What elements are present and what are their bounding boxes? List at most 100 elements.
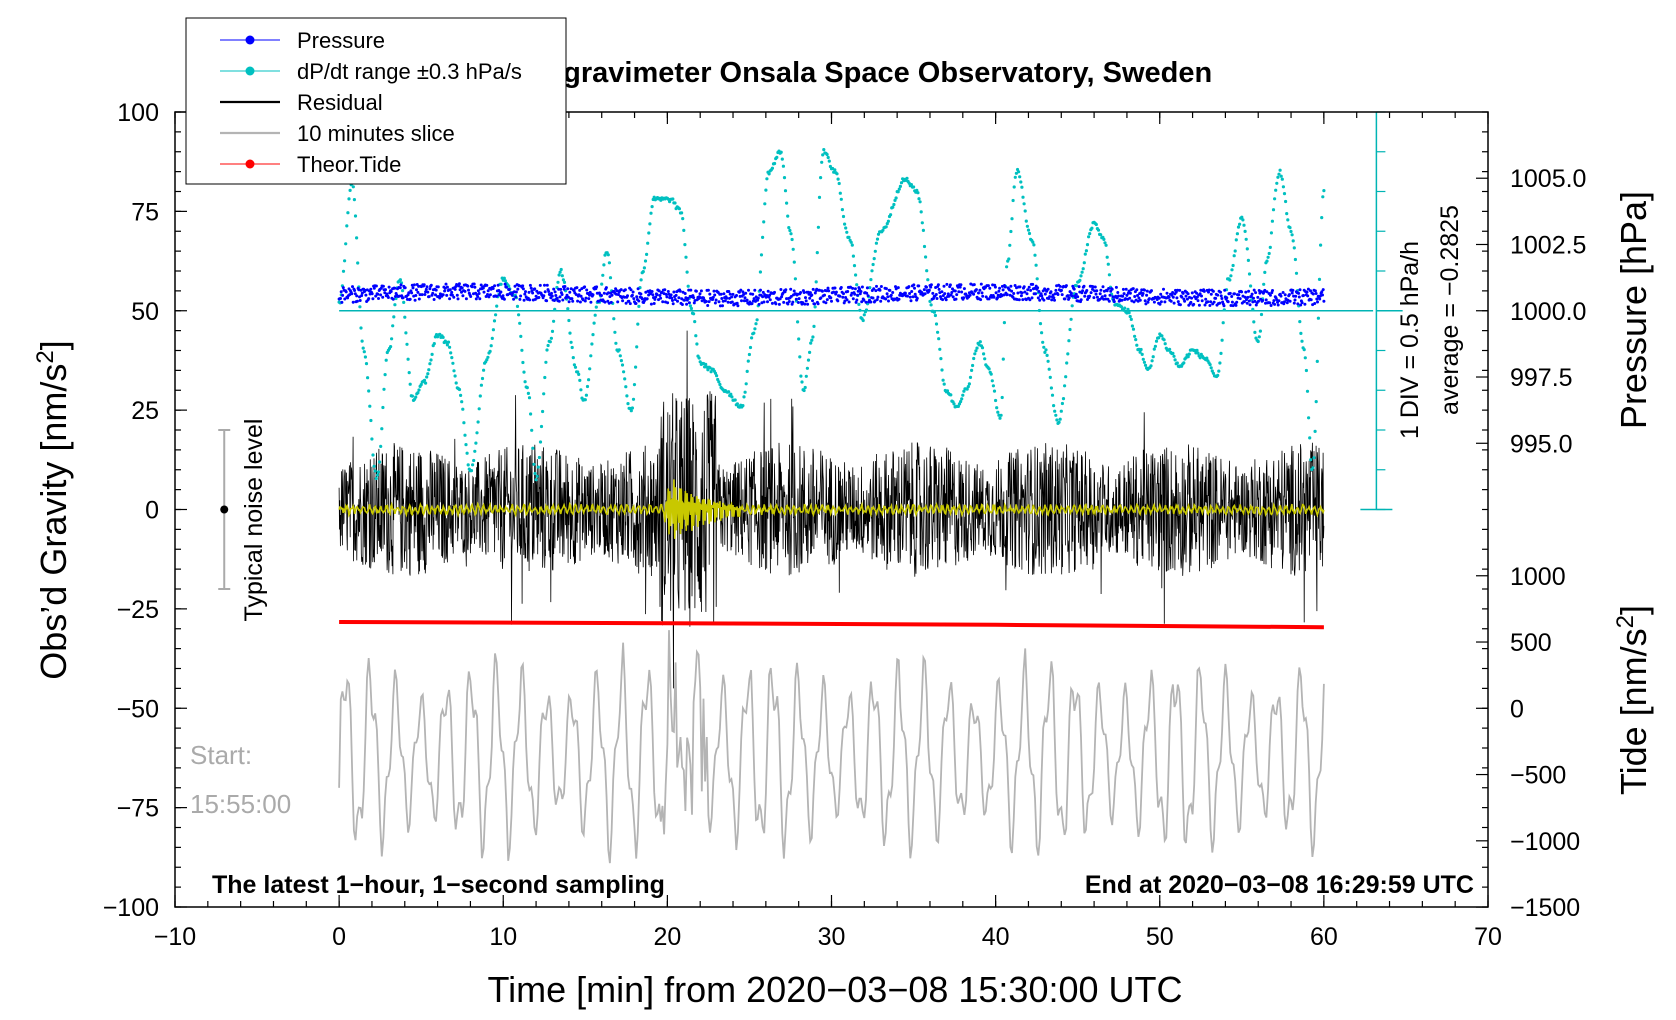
legend-label: 10 minutes slice <box>297 121 455 146</box>
pressure-point <box>561 298 565 302</box>
pressure-point <box>417 297 421 301</box>
legend: Pressure dP/dt range ±0.3 hPa/s Residual 10… <box>185 17 567 185</box>
pressure-point <box>424 287 428 291</box>
dpdt-point <box>1105 255 1109 259</box>
pressure-series <box>337 282 1326 308</box>
pressure-point <box>498 293 501 297</box>
dpdt-point <box>872 257 876 261</box>
dpdt-point <box>1247 272 1252 276</box>
pressure-point <box>1089 291 1093 295</box>
pressure-point <box>777 302 781 306</box>
tide-tick-label: 0 <box>1510 695 1524 723</box>
pressure-point <box>543 283 546 287</box>
dpdt-point <box>647 231 651 235</box>
dpdt-point <box>591 333 595 337</box>
pressure-point <box>974 288 978 292</box>
dpdt-point <box>1130 324 1134 328</box>
y-axis-left-label: Obs’d Gravity [nm/s2] <box>32 340 75 679</box>
pressure-point <box>1022 285 1026 289</box>
pressure-point <box>945 282 949 286</box>
dpdt-point <box>938 347 942 351</box>
pressure-point <box>1268 301 1272 305</box>
pressure-point <box>813 291 817 295</box>
dpdt-point <box>1317 277 1322 281</box>
pressure-point <box>1058 284 1062 288</box>
dpdt-point <box>897 187 901 191</box>
pressure-point <box>853 292 857 296</box>
dpdt-point <box>745 369 749 373</box>
pressure-point <box>521 284 525 288</box>
pressure-point <box>428 287 432 291</box>
dpdt-point <box>704 362 708 366</box>
dpdt-point <box>382 387 386 391</box>
dpdt-point <box>937 337 941 341</box>
dpdt-point <box>1047 367 1051 371</box>
dpdt-point <box>1316 316 1320 320</box>
dpdt-point <box>1187 352 1191 356</box>
pressure-point <box>1311 292 1315 296</box>
pressure-point <box>1218 301 1222 305</box>
dpdt-point <box>503 279 507 283</box>
dpdt-point <box>688 304 693 308</box>
pressure-point <box>1206 300 1210 304</box>
pressure-point <box>953 289 957 293</box>
dpdt-point <box>885 222 889 226</box>
dpdt-point <box>1107 273 1111 277</box>
dpdt-point <box>1013 175 1017 179</box>
pressure-point <box>1095 289 1099 293</box>
dpdt-point <box>921 228 926 232</box>
pressure-point <box>450 293 454 297</box>
dpdt-point <box>974 349 978 353</box>
pressure-point <box>1092 296 1096 300</box>
pressure-point <box>529 286 533 290</box>
dpdt-point <box>1280 177 1284 181</box>
pressure-point <box>878 288 882 292</box>
y-tick-label: 25 <box>131 397 159 425</box>
dpdt-point <box>875 237 880 241</box>
pressure-point <box>418 293 422 297</box>
y-tick-label: 50 <box>131 298 159 326</box>
dpdt-point <box>546 343 550 348</box>
pressure-point <box>1207 288 1211 292</box>
pressure-point <box>1238 297 1242 301</box>
pressure-point <box>979 282 983 286</box>
pressure-point <box>1243 295 1247 299</box>
pressure-point <box>713 293 717 297</box>
dpdt-point <box>550 329 555 333</box>
dpdt-point <box>492 319 497 323</box>
pressure-point <box>464 297 468 301</box>
pressure-point <box>478 297 482 301</box>
pressure-point <box>833 286 837 290</box>
pressure-point <box>779 288 783 291</box>
dpdt-point <box>1281 185 1285 189</box>
dpdt-point <box>1172 354 1176 358</box>
dpdt-point <box>1142 360 1146 364</box>
pressure-point <box>550 294 554 298</box>
dpdt-point <box>847 235 851 239</box>
pressure-point <box>680 303 684 306</box>
dpdt-point <box>366 376 370 380</box>
pressure-point <box>470 285 474 289</box>
pressure-point <box>694 289 698 293</box>
pressure-point <box>1143 299 1147 303</box>
pressure-point <box>1281 291 1285 294</box>
dpdt-point <box>417 388 421 392</box>
dpdt-point <box>1256 339 1260 344</box>
dpdt-point <box>1220 338 1224 342</box>
dpdt-point <box>767 172 771 176</box>
dpdt-point <box>469 469 474 473</box>
pressure-point <box>374 284 378 288</box>
dpdt-point <box>671 197 675 201</box>
pressure-point <box>600 294 603 297</box>
pressure-point <box>725 296 729 300</box>
pressure-point <box>728 292 732 296</box>
pressure-point <box>1247 299 1251 303</box>
pressure-point <box>944 298 948 302</box>
pressure-point <box>545 283 549 287</box>
pressure-point <box>1138 298 1142 302</box>
pressure-point <box>687 288 691 292</box>
pressure-point <box>720 297 724 300</box>
pressure-point <box>864 300 868 304</box>
pressure-point <box>1076 295 1080 299</box>
pressure-point <box>399 283 403 287</box>
